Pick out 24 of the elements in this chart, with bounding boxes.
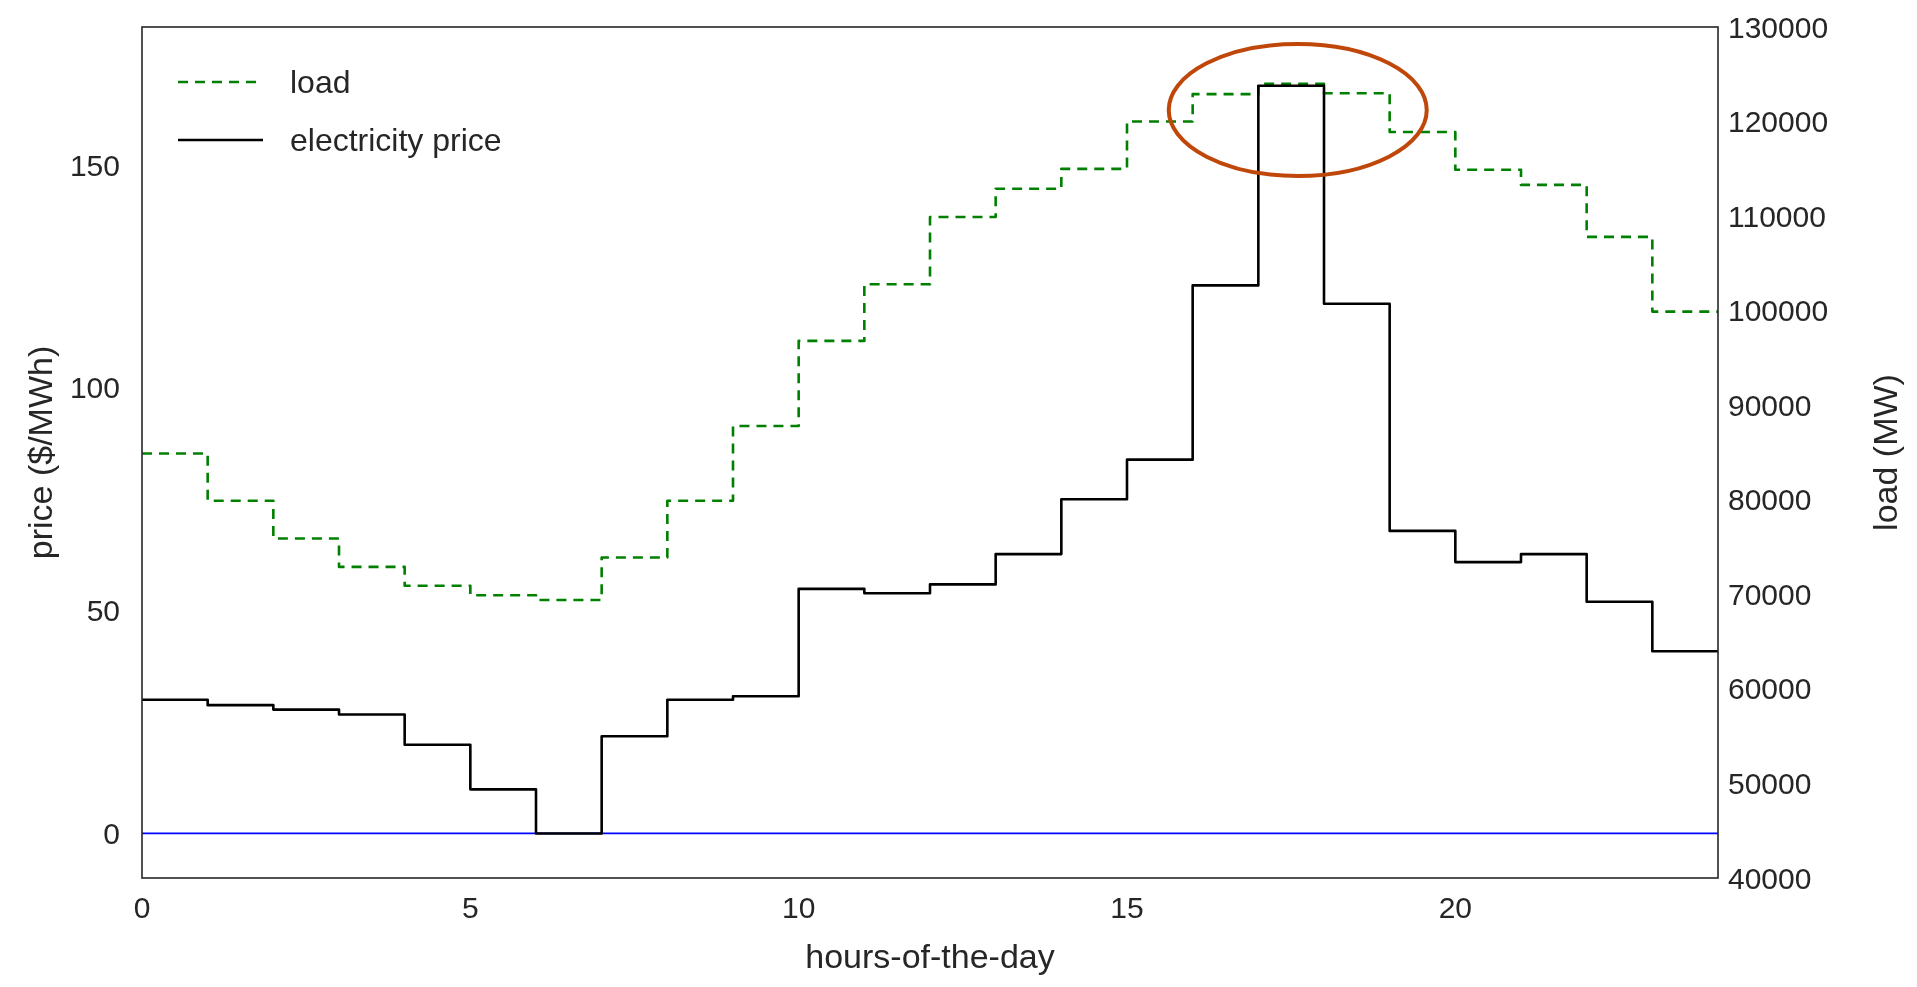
x-tick-label: 0 [133,891,151,924]
legend-label: load [290,64,351,101]
y2-axis-title: load (MW) [1866,374,1904,531]
y-tick-label: 0 [103,816,120,850]
y2-tick-label: 60000 [1728,672,1812,706]
y2-tick-label: 80000 [1728,483,1812,517]
y2-tick-label: 110000 [1728,199,1826,233]
y2-tick-label: 50000 [1728,766,1812,800]
y2-tick-label: 40000 [1728,861,1812,895]
y-tick-label: 50 [86,594,120,628]
y2-tick-label: 70000 [1728,577,1812,611]
x-tick-label: 20 [1438,891,1473,924]
x-axis-title: hours-of-the-day [805,937,1055,975]
y2-tick-label: 100000 [1728,294,1829,328]
y2-tick-label: 120000 [1728,105,1829,139]
y-axis-title: price ($/MWh) [21,345,59,560]
x-tick-label: 15 [1110,891,1144,924]
legend-label: electricity price [290,122,502,159]
x-tick-label: 5 [461,891,479,924]
y2-tick-label: 130000 [1728,10,1829,44]
y-tick-label: 100 [69,371,120,405]
y-tick-label: 150 [69,148,120,182]
y2-tick-label: 90000 [1728,388,1812,422]
x-tick-label: 10 [781,891,816,924]
